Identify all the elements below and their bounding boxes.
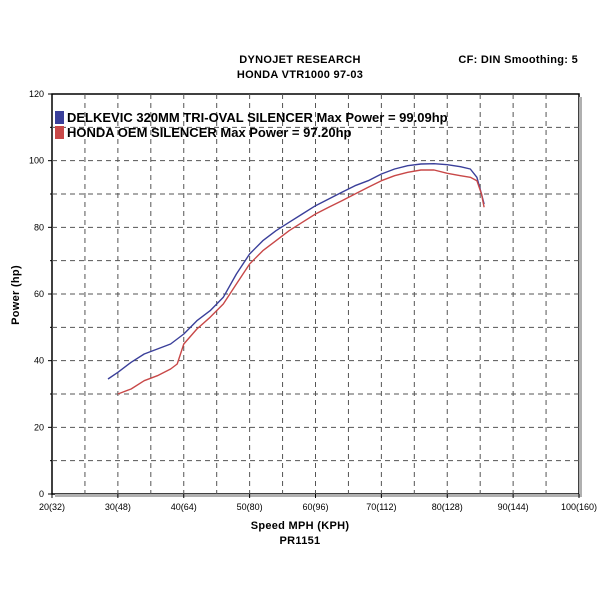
- y-axis-ticks: 0 20 40 60 80 100 120: [29, 89, 52, 499]
- x-tick-label: 20(32): [39, 502, 65, 512]
- chart-title: DYNOJET RESEARCH: [239, 54, 361, 66]
- x-axis-label: Speed MPH (KPH): [250, 520, 350, 532]
- y-tick-label: 100: [29, 156, 44, 166]
- chart-subtitle: HONDA VTR1000 97-03: [236, 69, 364, 81]
- x-tick-label: 90(144): [498, 502, 529, 512]
- series-lines: [107, 162, 485, 395]
- frame-shadow-bottom: [55, 494, 582, 497]
- legend-swatch-delkevic: [55, 111, 64, 124]
- legend: DELKEVIC 320MM TRI-OVAL SILENCER Max Pow…: [55, 110, 448, 140]
- y-tick-label: 20: [34, 422, 44, 432]
- x-axis-ticks: 20(32) 30(48) 40(64) 50(80) 60(96) 70(112) 80(…: [39, 494, 597, 512]
- settings-label: CF: DIN Smoothing: 5: [458, 54, 578, 66]
- grid: [52, 94, 579, 494]
- y-tick-label: 60: [34, 289, 44, 299]
- y-axis-label: Power (hp): [10, 265, 22, 325]
- x-tick-label: 100(160): [561, 502, 597, 512]
- run-id: PR1151: [279, 535, 321, 547]
- legend-label-delkevic: DELKEVIC 320MM TRI-OVAL SILENCER Max Pow…: [67, 110, 448, 125]
- y-tick-label: 80: [34, 222, 44, 232]
- x-tick-label: 70(112): [366, 502, 396, 512]
- x-tick-label: 50(80): [237, 502, 263, 512]
- legend-label-honda: HONDA OEM SILENCER Max Power = 97.20hp: [67, 125, 352, 140]
- series-line-delkevic: [107, 162, 485, 380]
- series-line-honda-oem: [117, 169, 485, 395]
- x-tick-label: 60(96): [302, 502, 328, 512]
- frame-shadow: [579, 97, 582, 497]
- x-tick-label: 30(48): [105, 502, 131, 512]
- x-tick-label: 40(64): [171, 502, 197, 512]
- x-tick-label: 80(128): [432, 502, 463, 512]
- legend-swatch-honda: [55, 126, 64, 139]
- y-tick-label: 120: [29, 89, 44, 99]
- y-tick-label: 40: [34, 356, 44, 366]
- y-tick-label: 0: [39, 489, 44, 499]
